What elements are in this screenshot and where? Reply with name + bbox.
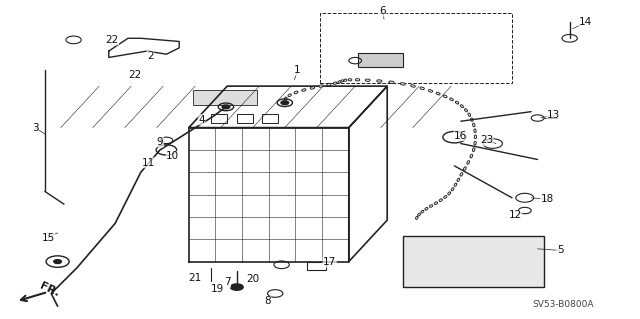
- Text: 5: 5: [557, 245, 563, 256]
- Bar: [307, 262, 326, 270]
- Text: 12: 12: [509, 210, 522, 220]
- Text: 22: 22: [128, 70, 141, 80]
- Text: 19: 19: [211, 284, 224, 294]
- Text: 6: 6: [380, 6, 386, 16]
- Bar: [358, 53, 403, 67]
- Circle shape: [281, 101, 289, 105]
- Text: 8: 8: [264, 296, 271, 307]
- Circle shape: [54, 260, 61, 263]
- Text: 4: 4: [198, 115, 205, 125]
- Text: 1: 1: [294, 65, 301, 75]
- Text: 9: 9: [157, 137, 163, 147]
- Text: 10: 10: [166, 151, 179, 161]
- Bar: [262, 114, 278, 123]
- Text: 17: 17: [323, 257, 336, 267]
- Text: 22: 22: [106, 35, 118, 45]
- Text: 18: 18: [541, 194, 554, 204]
- Bar: [211, 114, 227, 123]
- Bar: [320, 13, 512, 83]
- Text: 13: 13: [547, 110, 560, 120]
- Circle shape: [230, 284, 243, 290]
- Text: 21: 21: [189, 273, 202, 283]
- Text: 2: 2: [147, 51, 154, 61]
- Text: 11: 11: [142, 158, 155, 168]
- Bar: [193, 91, 257, 105]
- Circle shape: [222, 105, 230, 109]
- Text: SV53-B0800A: SV53-B0800A: [532, 300, 594, 309]
- Text: 7: 7: [224, 277, 230, 287]
- Bar: [237, 114, 253, 123]
- Text: 14: 14: [579, 17, 592, 27]
- Text: 16: 16: [454, 130, 467, 141]
- Text: 3: 3: [32, 122, 38, 133]
- Text: 23: 23: [480, 135, 493, 145]
- Bar: [403, 236, 544, 287]
- Text: 15: 15: [42, 233, 54, 243]
- Text: FR.: FR.: [38, 280, 61, 298]
- Text: 20: 20: [246, 274, 259, 284]
